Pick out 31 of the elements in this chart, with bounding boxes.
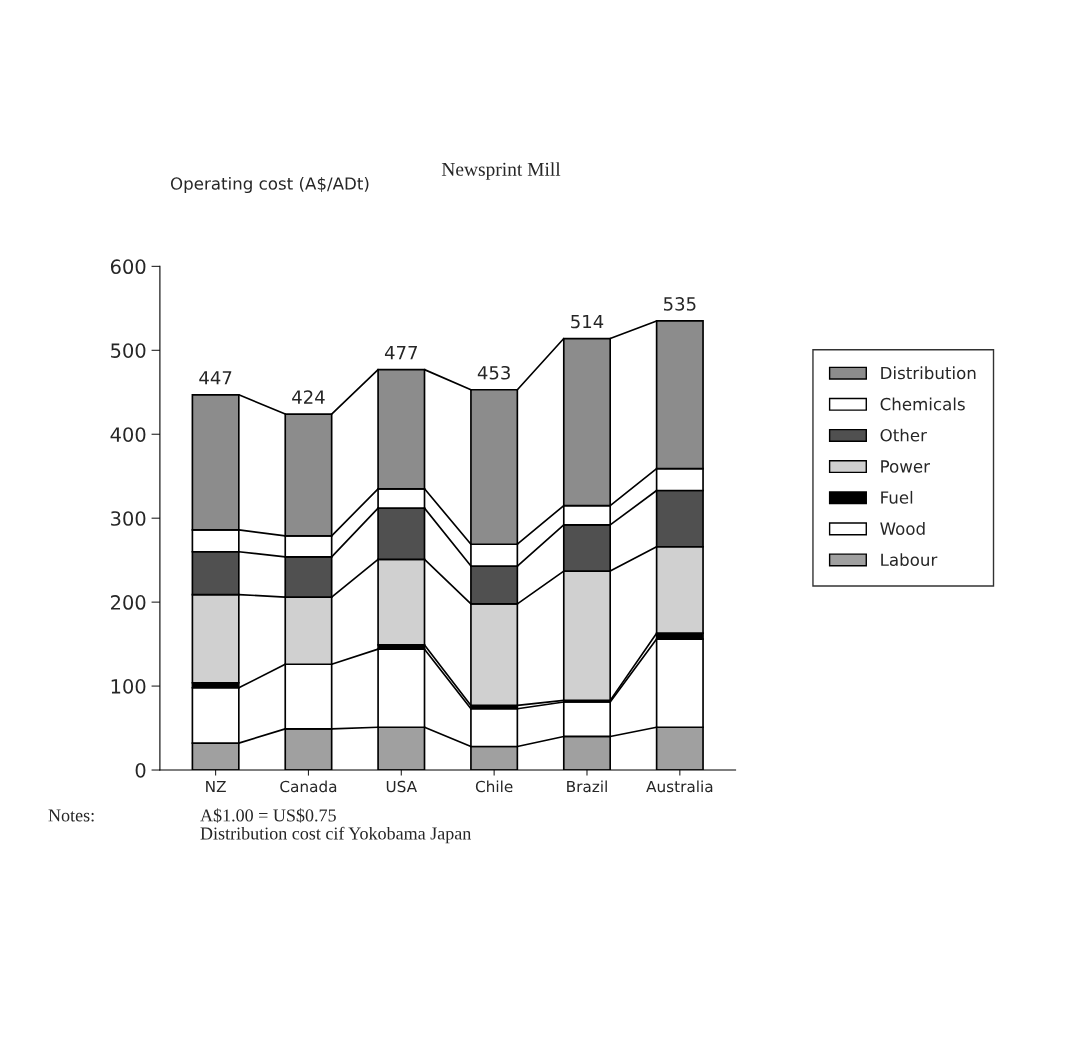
text: Distribution cost cif Yokobama Japan (200, 826, 472, 844)
legend-label: Fuel (881, 490, 913, 504)
x-tick-label: USA (386, 780, 417, 793)
text: A$1.00 = US$0.75 (200, 808, 336, 823)
legend-label: Chemicals (880, 397, 965, 411)
legend-label: Labour (881, 553, 938, 567)
y-tick-label: 200 (111, 595, 146, 610)
y-tick-label: 300 (111, 511, 146, 526)
total-label: 453 (477, 365, 510, 380)
y-tick-label: 0 (135, 762, 146, 778)
y-tick-label: 500 (111, 343, 146, 358)
total-label: 514 (571, 314, 604, 329)
legend-label: Wood (880, 522, 925, 535)
text: Notes: (48, 809, 94, 822)
x-tick-label: Canada (280, 780, 337, 793)
chart-title: Newsprint Mill (441, 162, 561, 180)
x-tick-label: NZ (206, 780, 226, 793)
legend-label: Other (880, 428, 927, 442)
total-label: 447 (199, 371, 232, 385)
y-tick-label: 400 (110, 427, 146, 442)
x-tick-label: Chile (475, 780, 513, 793)
total-label: 424 (292, 390, 325, 404)
x-tick-label: Australia (646, 780, 713, 793)
legend-label: Power (881, 460, 930, 473)
x-tick-label: Brazil (567, 780, 607, 793)
y-axis-title: Operating cost (A$/ADt) (170, 176, 369, 194)
y-tick-label: 600 (110, 259, 146, 275)
total-label: 477 (384, 345, 417, 360)
legend-label: Distribution (881, 366, 976, 380)
y-tick-label: 100 (111, 679, 146, 694)
total-label: 535 (663, 297, 696, 311)
